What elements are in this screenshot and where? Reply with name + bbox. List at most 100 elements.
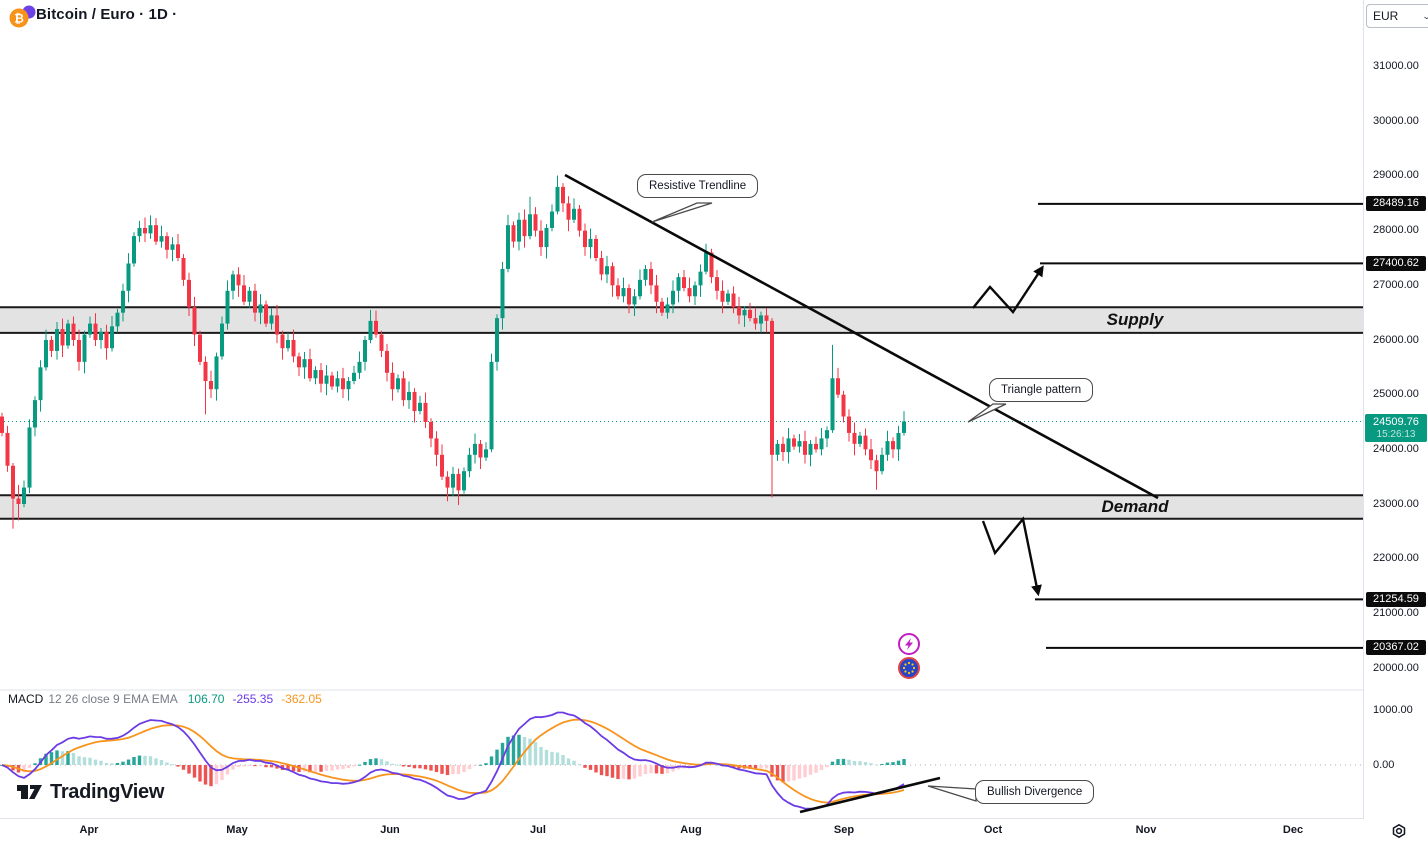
macd-histogram-bar (258, 765, 263, 767)
candle-body (891, 441, 895, 450)
candle-body (896, 432, 901, 450)
candle-body (759, 315, 763, 324)
macd-histogram-bar (418, 765, 422, 769)
macd-histogram-bar (170, 764, 175, 766)
resistive-trendline[interactable] (564, 173, 1159, 500)
macd-histogram-bar (825, 765, 829, 768)
macd-histogram-bar (467, 765, 472, 770)
eu-flag-event-icon[interactable] (898, 657, 920, 679)
candle-body (550, 211, 554, 228)
macd-indicator-header[interactable]: MACD 12 26 close 9 EMA EMA 106.70 -255.35 -3… (8, 692, 322, 706)
candle-body (885, 441, 890, 455)
candle-body (473, 443, 477, 455)
macd-histogram-bar (165, 762, 169, 765)
macd-histogram-bar (880, 763, 884, 765)
candle-body (143, 227, 147, 234)
macd-histogram-bar (753, 765, 758, 770)
currency-selector[interactable]: EUR ⌄ (1366, 4, 1428, 28)
gear-icon[interactable] (1390, 823, 1408, 841)
eu-star (911, 663, 914, 666)
macd-histogram-bar (500, 742, 505, 765)
candle-body (665, 304, 670, 313)
candle-body (27, 427, 32, 488)
candle-body (693, 285, 697, 297)
macd-histogram-bar (583, 765, 587, 768)
macd-histogram-bar (341, 765, 345, 770)
resistive-trendline-callout[interactable]: Resistive Trendline (637, 174, 759, 198)
macd-histogram-bar (588, 765, 593, 770)
bullish-divergence-callout[interactable]: Bullish Divergence (975, 780, 1095, 804)
candle-body (275, 315, 279, 335)
eu-star (902, 666, 906, 670)
candle-body (528, 214, 532, 237)
current-price-badge: 24509.76 15:26:13 (1365, 414, 1427, 443)
divergence-trendline[interactable] (799, 776, 941, 814)
candle-body (148, 225, 153, 234)
macd-histogram-bar (808, 765, 813, 775)
macd-histogram-bar (786, 765, 791, 782)
macd-histogram-bar (544, 749, 549, 765)
candle-body (33, 400, 37, 428)
candle-body (786, 438, 791, 453)
candle-body (775, 443, 780, 455)
tradingview-logo: TradingView (16, 780, 164, 804)
candle-body (324, 375, 329, 384)
candle-body (676, 277, 681, 291)
eu-star (911, 670, 914, 673)
macd-histogram-bar (159, 759, 164, 765)
down-zigzag-arrow[interactable] (981, 516, 1042, 597)
eu-star (904, 670, 907, 673)
macd-histogram-bar (154, 758, 158, 765)
macd-histogram-bar (665, 765, 670, 774)
macd-histogram-bar (220, 765, 224, 780)
triangle-pattern-callout[interactable]: Triangle pattern (989, 378, 1094, 402)
macd-histogram-bar (638, 765, 642, 777)
macd-histogram-bar (247, 765, 252, 766)
macd-histogram-bar (82, 757, 87, 765)
eu-star (907, 661, 911, 665)
macd-histogram-bar (610, 765, 615, 778)
lightning-event-icon[interactable] (898, 633, 920, 655)
svg-text:₿: ₿ (14, 12, 24, 26)
time-axis-panel[interactable]: Apr May Jun Jul Aug Sep Oct Nov Dec (0, 819, 1428, 844)
candle-body (869, 449, 873, 461)
price-level-badge: 20367.02 (1366, 640, 1426, 656)
candle-body (280, 334, 285, 349)
macd-axis-label: 0.00 (1373, 758, 1395, 771)
macd-histogram-bar (143, 755, 147, 765)
candle-body (737, 307, 741, 316)
candle-body (555, 186, 560, 212)
candle-body (253, 290, 257, 313)
candle-body (847, 416, 851, 433)
candle-body (610, 266, 615, 286)
macd-histogram-bar (77, 756, 81, 765)
candle-body (902, 421, 906, 433)
macd-histogram-bar (242, 765, 246, 767)
bullish-callout-tail (927, 785, 977, 802)
macd-histogram-bar (313, 765, 318, 772)
candle-body (214, 356, 219, 390)
time-axis-label: Oct (983, 824, 1003, 836)
candle-body (462, 471, 466, 491)
candle-body (599, 257, 604, 275)
candle-body (374, 320, 378, 335)
price-axis-panel[interactable]: 24509.76 15:26:13 31000.00 30000.00 29000.… (1363, 0, 1428, 844)
candle-body (385, 350, 389, 373)
macd-histogram-bar (148, 756, 153, 765)
candle-body (654, 285, 659, 302)
candle-body (445, 476, 450, 488)
candle-body (781, 443, 785, 453)
up-zigzag-arrow[interactable] (972, 265, 1044, 314)
macd-histogram-bar (836, 759, 840, 765)
macd-histogram-bar (511, 735, 516, 765)
candle-body (16, 498, 21, 505)
candle-body (82, 334, 87, 362)
macd-histogram-bar (203, 765, 208, 785)
symbol-title[interactable]: Bitcoin / Euro · 1D · (36, 6, 178, 23)
candle-body (77, 340, 81, 362)
macd-histogram-bar (33, 763, 37, 765)
macd-histogram-bar (291, 765, 296, 772)
macd-histogram-bar (643, 765, 648, 775)
macd-histogram-bar (286, 765, 290, 771)
